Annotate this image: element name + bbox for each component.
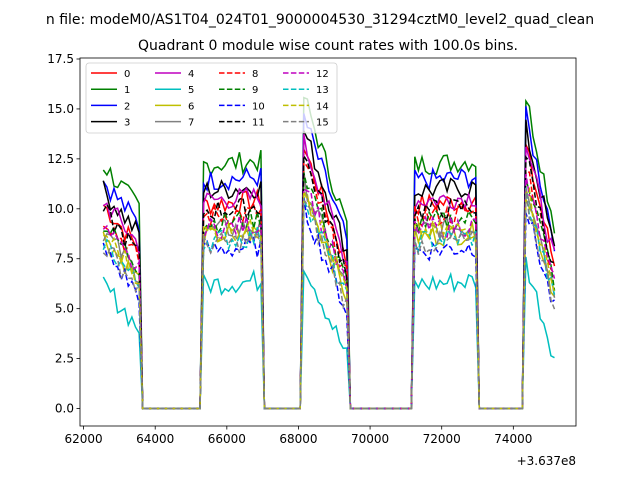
series-line-5: [102, 256, 555, 410]
plot-area: [102, 96, 556, 410]
x-tick-label: 68000: [279, 432, 317, 446]
y-tick-label: 0.0: [55, 402, 74, 416]
legend-label-14: 14: [316, 101, 329, 112]
x-tick-label: 66000: [208, 432, 246, 446]
legend-box: [85, 62, 338, 134]
series-line-0: [102, 144, 556, 410]
y-tick-label: 15.0: [47, 102, 74, 116]
legend-label-15: 15: [316, 118, 329, 129]
legend-label-9: 9: [252, 85, 258, 96]
series-line-10: [102, 195, 555, 410]
series-line-12: [102, 173, 556, 410]
series-line-14: [103, 186, 556, 410]
y-tick-label: 2.5: [55, 352, 74, 366]
legend-label-11: 11: [252, 118, 265, 129]
x-offset-label: +3.637e8: [517, 454, 576, 468]
legend-label-0: 0: [124, 69, 130, 80]
legend-label-2: 2: [124, 101, 130, 112]
y-tick-label: 7.5: [55, 252, 74, 266]
x-tick-label: 74000: [494, 432, 532, 446]
series-line-7: [102, 171, 556, 410]
legend-label-6: 6: [188, 101, 194, 112]
legend-label-3: 3: [124, 118, 130, 129]
legend-label-12: 12: [316, 69, 329, 80]
y-tick-label: 12.5: [47, 152, 74, 166]
legend-label-1: 1: [124, 85, 130, 96]
series-line-3: [102, 119, 556, 410]
y-tick-label: 17.5: [47, 52, 74, 66]
y-tick-label: 5.0: [55, 302, 74, 316]
legend-label-5: 5: [188, 85, 194, 96]
figure-suptitle: n file: modeM0/AS1T04_024T01_9000004530_…: [46, 12, 594, 28]
axes-frame: [79, 57, 577, 427]
legend-label-8: 8: [252, 69, 258, 80]
series-line-11: [102, 153, 555, 410]
legend-label-7: 7: [188, 118, 194, 129]
legend-label-13: 13: [316, 85, 329, 96]
series-line-15: [102, 188, 556, 410]
x-tick-label: 62000: [64, 432, 102, 446]
x-tick-label: 72000: [423, 432, 461, 446]
legend-label-10: 10: [252, 101, 265, 112]
x-tick-label: 64000: [136, 432, 174, 446]
legend-label-4: 4: [188, 69, 194, 80]
axes: 62000 64000 66000 68000 70000 72000 74000 0.0 2.…: [47, 52, 577, 446]
series-line-8: [102, 158, 556, 410]
chart-title: Quadrant 0 module wise count rates with …: [138, 38, 518, 54]
x-tick-label: 70000: [351, 432, 389, 446]
y-tick-label: 10.0: [47, 202, 74, 216]
